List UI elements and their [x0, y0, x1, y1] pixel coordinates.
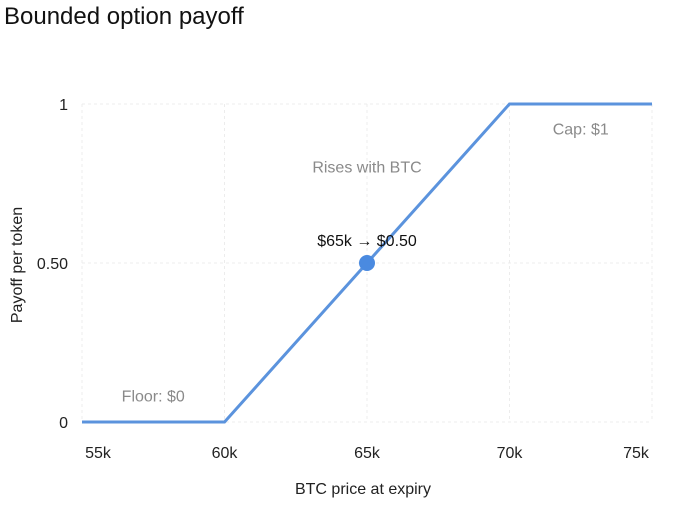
- y-tick-label: 0: [59, 415, 68, 432]
- highlight-point: [359, 255, 375, 271]
- annotations: Floor: $0 Rises with BTC Cap: $1: [122, 121, 609, 405]
- x-axis-title: BTC price at expiry: [295, 481, 431, 498]
- y-tick-label: 0.50: [37, 256, 68, 273]
- highlight-point-label: $65k → $0.50: [317, 233, 417, 250]
- tick-labels: 55k 60k 65k 70k 75k 0 0.50 1: [37, 97, 650, 462]
- x-tick-label: 65k: [354, 445, 381, 462]
- chart-title: Bounded option payoff: [4, 3, 244, 30]
- y-axis-title: Payoff per token: [9, 207, 26, 323]
- x-tick-label: 60k: [212, 445, 239, 462]
- annotation-label: Rises with BTC: [312, 160, 421, 177]
- x-tick-label: 70k: [497, 445, 524, 462]
- annotation-label: Floor: $0: [122, 389, 185, 406]
- annotation-label: Cap: $1: [553, 121, 609, 138]
- highlight-layer: $65k → $0.50: [317, 233, 417, 271]
- x-tick-label: 55k: [85, 445, 112, 462]
- x-tick-label: 75k: [623, 445, 650, 462]
- y-tick-label: 1: [59, 97, 68, 114]
